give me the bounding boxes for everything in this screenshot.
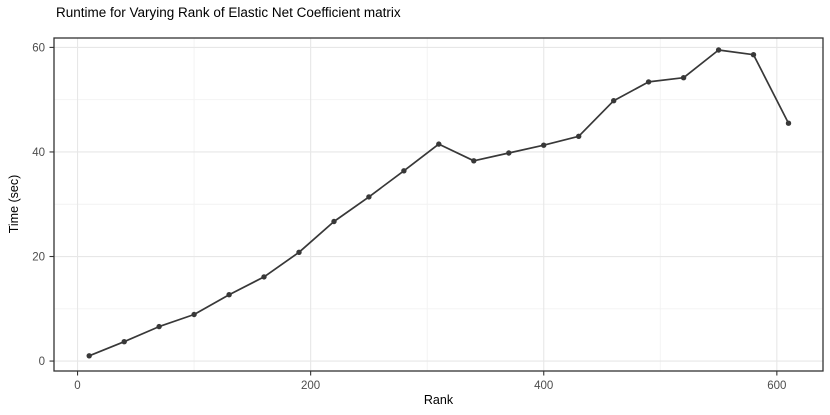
major-gridlines: [54, 38, 823, 371]
x-axis-title: Rank: [423, 393, 454, 407]
data-point: [645, 79, 652, 85]
panel-border: [53, 37, 824, 372]
data-point: [715, 47, 722, 53]
x-tick-label: 600: [767, 380, 786, 392]
data-point: [366, 194, 372, 200]
y-tick-label: 60: [32, 42, 45, 54]
data-point: [121, 339, 127, 345]
y-axis-title: Time (sec): [7, 174, 21, 234]
y-tick-label: 0: [39, 356, 45, 368]
data-point: [541, 142, 547, 148]
x-tick-label: 400: [534, 380, 553, 392]
chart-title: Runtime for Varying Rank of Elastic Net …: [56, 5, 401, 20]
data-point: [156, 323, 162, 330]
data-point: [331, 218, 337, 225]
data-point: [296, 249, 302, 255]
y-tick-label: 20: [32, 252, 45, 264]
minor-gridlines: [54, 38, 823, 371]
data-point: [506, 150, 512, 156]
data-point: [226, 292, 232, 298]
data-point: [680, 75, 687, 81]
data-points: [86, 47, 792, 359]
data-point: [261, 274, 267, 280]
data-point: [576, 133, 582, 139]
data-point: [436, 141, 442, 147]
data-point: [401, 168, 407, 174]
data-point: [611, 98, 617, 104]
data-point: [471, 158, 477, 164]
data-point: [785, 120, 792, 126]
data-point: [86, 353, 92, 359]
axis-tick-marks: [49, 46, 778, 376]
x-tick-label: 0: [74, 380, 80, 392]
x-tick-label: 200: [301, 380, 320, 392]
data-point: [750, 52, 757, 58]
y-tick-label: 40: [32, 147, 45, 159]
data-point: [191, 311, 197, 318]
